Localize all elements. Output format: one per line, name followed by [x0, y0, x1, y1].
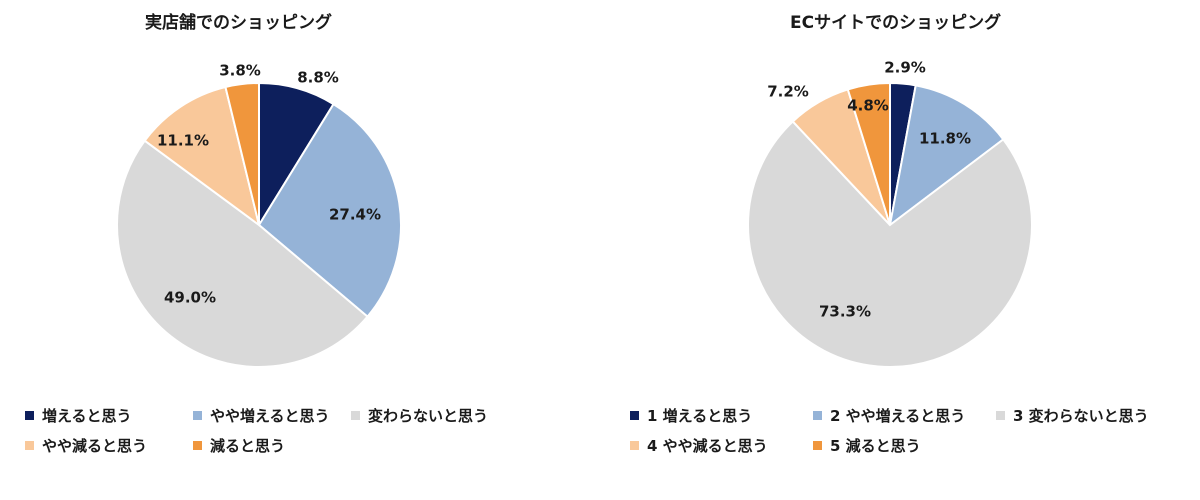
slice-data-label: 11.8%	[919, 130, 971, 148]
legend-item: やや減ると思う	[25, 430, 185, 460]
pie-slice	[747, 120, 1033, 368]
slice-data-label: 11.1%	[157, 132, 209, 150]
pie-chart-store: 8.8% 27.4% 49.0% 11.1% 3.8%	[116, 62, 402, 368]
slice-data-label: 2.9%	[884, 59, 926, 77]
legend-item: やや増えると思う	[193, 400, 343, 430]
slice-data-label: 73.3%	[819, 303, 871, 321]
chart-title: ECサイトでのショッピング	[790, 13, 1002, 33]
pie-slice	[116, 139, 369, 368]
legend-row: やや減ると思う 減ると思う	[25, 430, 545, 460]
legend-label: やや増えると思う	[210, 406, 330, 425]
chart-panel-ec: ECサイトでのショッピング 2.9% 11.8% 73.3% 7.2% 4.8% 1 増…	[600, 0, 1200, 500]
legend-item: 3 変わらないと思う	[996, 400, 1149, 430]
legend-label: 3 変わらないと思う	[1013, 406, 1149, 425]
slice-data-label: 8.8%	[297, 69, 339, 87]
legend-label: やや減ると思う	[42, 436, 148, 455]
legend-label: 増えると思う	[42, 406, 132, 425]
legend: 増えると思う やや増えると思う 変わらないと思う やや減ると思う 減ると思う	[25, 400, 545, 460]
chart-title: 実店舗でのショッピング	[145, 13, 332, 33]
slice-data-label: 3.8%	[219, 62, 261, 80]
legend-swatch	[193, 440, 202, 450]
legend-label: 1 増えると思う	[647, 406, 753, 425]
legend-swatch	[630, 410, 639, 420]
legend-swatch	[25, 410, 34, 420]
legend-item: 5 減ると思う	[813, 430, 921, 460]
legend-item: 減ると思う	[193, 430, 285, 460]
chart-panel-store: 実店舗でのショッピング 8.8% 27.4% 49.0% 11.1% 3.8% 増えると…	[0, 0, 560, 500]
legend-label: 減ると思う	[210, 436, 286, 455]
slice-data-label: 7.2%	[767, 83, 809, 101]
legend-item: 1 増えると思う	[630, 400, 805, 430]
pie-slice	[224, 81, 260, 226]
slice-data-label: 27.4%	[329, 206, 381, 224]
legend-item: 増えると思う	[25, 400, 185, 430]
legend-label: 5 減ると思う	[830, 436, 921, 455]
pie-slice	[143, 85, 261, 228]
slice-data-label: 49.0%	[164, 289, 216, 307]
legend-label: 2 やや増えると思う	[830, 406, 966, 425]
legend-swatch	[630, 440, 639, 450]
legend-item: 変わらないと思う	[351, 400, 488, 430]
legend-item: 2 やや増えると思う	[813, 400, 988, 430]
legend-swatch	[351, 410, 360, 420]
legend-row: 増えると思う やや増えると思う 変わらないと思う	[25, 400, 545, 430]
legend-swatch	[813, 410, 822, 420]
slice-data-label: 4.8%	[847, 97, 889, 115]
legend-label: 変わらないと思う	[368, 406, 489, 425]
legend-swatch	[813, 440, 822, 450]
legend-swatch	[25, 440, 34, 450]
legend-row: 4 やや減ると思う 5 減ると思う	[630, 430, 1190, 460]
legend-row: 1 増えると思う 2 やや増えると思う 3 変わらないと思う	[630, 400, 1190, 430]
pie-slice	[846, 81, 891, 226]
legend-swatch	[193, 410, 202, 420]
legend-label: 4 やや減ると思う	[647, 436, 768, 455]
legend-item: 4 やや減ると思う	[630, 430, 805, 460]
legend-swatch	[996, 410, 1005, 420]
pie-chart-ec: 2.9% 11.8% 73.3% 7.2% 4.8%	[747, 59, 1033, 368]
legend: 1 増えると思う 2 やや増えると思う 3 変わらないと思う 4 やや減ると思う…	[630, 400, 1190, 460]
pie-slice	[257, 102, 402, 319]
pie-slice	[888, 84, 1005, 228]
